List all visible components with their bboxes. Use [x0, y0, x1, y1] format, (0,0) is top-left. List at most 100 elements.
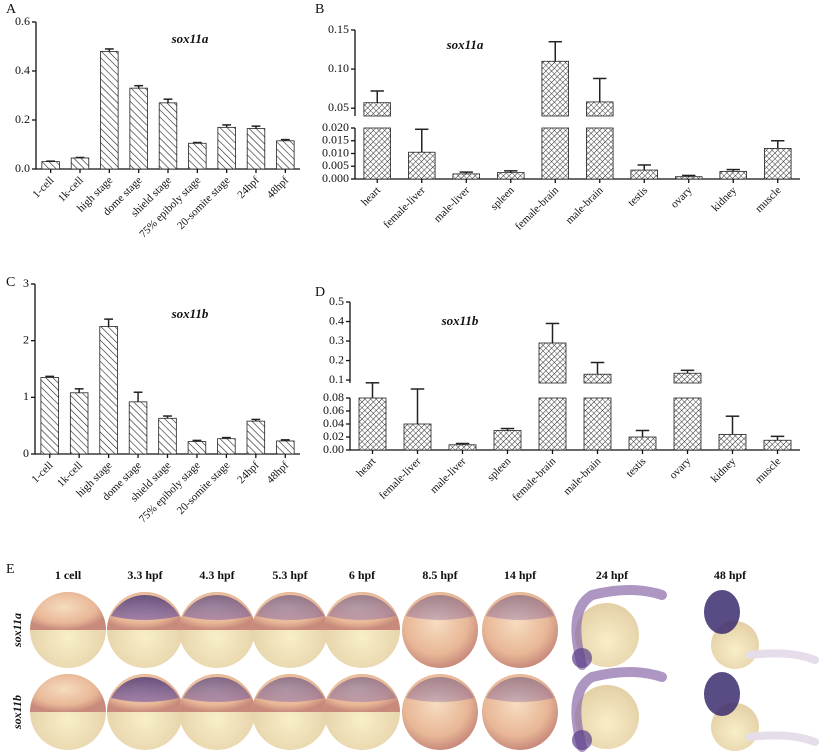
x-tick-label: 24hpf	[235, 174, 262, 201]
bar	[630, 169, 659, 180]
stain	[183, 594, 251, 620]
column-label: 6 hpf	[349, 568, 376, 582]
bar	[541, 127, 570, 180]
x-tick-label: female-brain	[510, 455, 559, 504]
panel-label: D	[315, 285, 325, 300]
embryo	[107, 674, 183, 750]
chart-title: sox11b	[171, 306, 209, 321]
bar-upper	[673, 372, 702, 384]
chart-title: sox11b	[441, 313, 479, 328]
bar	[100, 51, 119, 170]
bar-upper	[363, 102, 391, 117]
embryo	[402, 592, 478, 668]
x-tick-label: 1-cell	[29, 459, 55, 485]
bar	[718, 433, 747, 451]
embryo-head	[704, 590, 740, 634]
x-tick-label: 20-somite stage	[175, 459, 233, 517]
embryo	[482, 592, 558, 668]
embryo-trunk	[571, 667, 667, 752]
embryo	[179, 592, 255, 668]
stain	[328, 676, 396, 702]
x-tick-label: heart	[359, 184, 383, 208]
stain	[328, 594, 396, 620]
y-tick-label: 2	[23, 332, 29, 346]
chart-title: sox11a	[446, 37, 484, 52]
bar	[276, 440, 295, 455]
stain	[111, 594, 179, 620]
bar	[158, 417, 177, 455]
bar-upper	[586, 101, 614, 117]
y-tick-label: 0.2	[329, 352, 344, 366]
y-tick-label: 0.10	[328, 61, 349, 75]
embryo-yolk	[575, 603, 639, 667]
bar	[217, 438, 236, 455]
x-tick-label: muscle	[753, 184, 784, 215]
x-tick-label: kidney	[709, 184, 739, 214]
stain	[111, 676, 179, 702]
y-tick-label: 0.00	[323, 442, 344, 456]
x-tick-label: 1-cell	[30, 174, 56, 200]
embryo	[402, 674, 478, 750]
embryo-trunk	[571, 585, 667, 670]
y-tick-label: 0.020	[322, 120, 349, 134]
embryo-tail	[746, 731, 819, 746]
column-label: 8.5 hpf	[422, 568, 458, 582]
x-tick-label: spleen	[488, 184, 517, 213]
y-tick-label: 0.005	[322, 158, 349, 172]
y-tick-label: 0.1	[329, 372, 344, 386]
column-label: 1 cell	[55, 568, 82, 582]
bar-upper	[583, 373, 612, 384]
embryo	[30, 674, 106, 750]
embryo	[252, 674, 328, 750]
y-tick-label: 0.2	[15, 112, 30, 126]
bar	[129, 87, 148, 170]
x-tick-label: ovary	[668, 184, 695, 211]
bar	[41, 161, 60, 170]
bar	[358, 397, 387, 451]
embryo-head	[572, 730, 592, 750]
bar	[403, 423, 432, 451]
bar	[763, 439, 792, 451]
chart-title: sox11a	[171, 31, 209, 46]
x-tick-label: 24hpf	[235, 459, 262, 486]
embryo-tail	[746, 649, 819, 664]
x-tick-label: male-brain	[563, 184, 606, 227]
y-tick-label: 0.04	[323, 416, 344, 430]
y-tick-label: 3	[23, 276, 29, 290]
bar	[719, 170, 748, 180]
stain	[256, 676, 324, 702]
embryo	[324, 592, 400, 668]
column-label: 48 hpf	[714, 568, 747, 582]
embryo	[30, 592, 106, 668]
bar-upper	[538, 342, 567, 384]
y-tick-label: 0.15	[328, 22, 349, 36]
y-tick-label: 0.05	[328, 100, 349, 114]
x-tick-label: 48hpf	[265, 459, 292, 486]
bar	[493, 430, 522, 451]
bar	[675, 176, 703, 180]
bar-upper	[541, 60, 570, 117]
column-label: 4.3 hpf	[199, 568, 235, 582]
embryo	[107, 592, 183, 668]
bar	[628, 436, 657, 451]
stain	[183, 676, 251, 702]
y-tick-label: 0.010	[322, 145, 349, 159]
column-label: 24 hpf	[596, 568, 629, 582]
embryo-head	[704, 672, 740, 716]
bar	[363, 127, 391, 180]
x-tick-label: 48hpf	[265, 174, 292, 201]
stain	[486, 594, 554, 620]
row-label: sox11a	[10, 613, 24, 648]
bar	[583, 397, 612, 451]
bar	[538, 397, 567, 451]
embryo-cap	[30, 592, 106, 630]
embryo	[704, 590, 819, 669]
bar	[407, 151, 436, 180]
x-tick-label: spleen	[485, 455, 514, 484]
embryo	[252, 592, 328, 668]
x-tick-label: female-liver	[381, 184, 428, 231]
y-tick-label: 0.3	[329, 333, 344, 347]
y-tick-label: 0.06	[323, 403, 344, 417]
bar	[187, 441, 207, 455]
